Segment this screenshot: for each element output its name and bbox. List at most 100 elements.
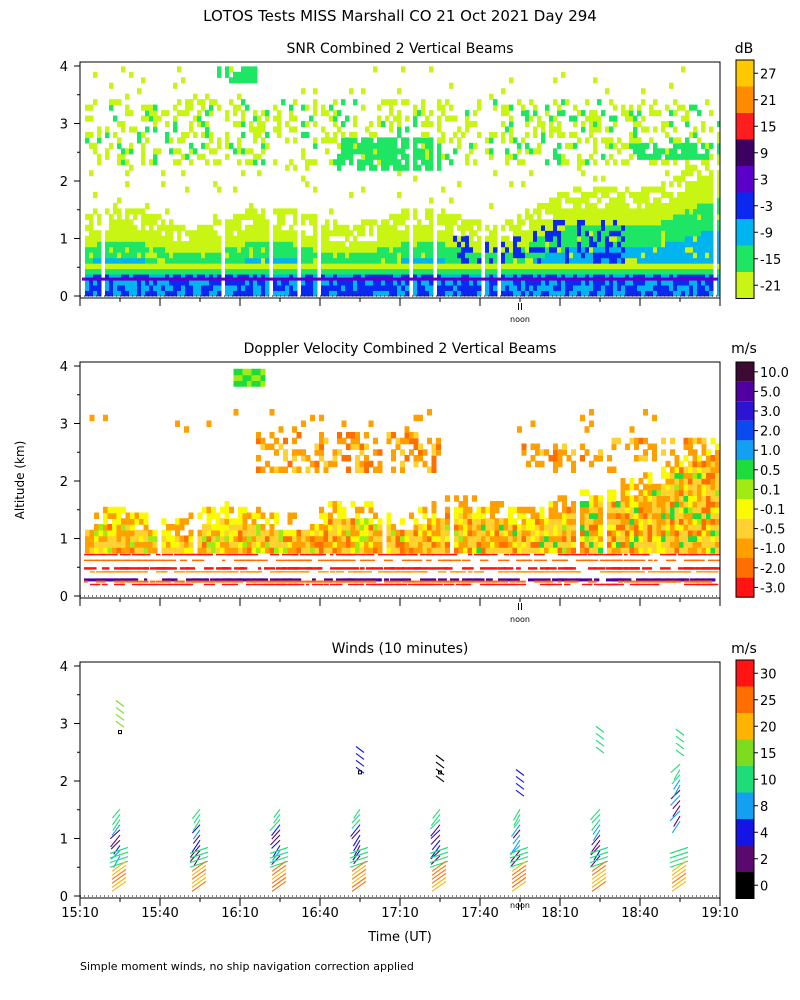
snr-cell xyxy=(189,126,194,133)
snr-cell xyxy=(373,284,378,291)
doppler-cell xyxy=(436,529,441,537)
doppler-cell xyxy=(526,547,531,554)
doppler-cell xyxy=(269,443,275,450)
doppler-cell xyxy=(611,512,617,519)
snr-cell xyxy=(357,252,362,259)
doppler-cell xyxy=(211,541,216,548)
snr-cell xyxy=(237,263,242,270)
doppler-cell xyxy=(562,506,567,514)
doppler-cell xyxy=(706,472,711,479)
snr-cell xyxy=(701,181,706,188)
snr-cell xyxy=(421,252,426,259)
doppler-cell xyxy=(364,529,369,537)
snr-cell xyxy=(629,284,634,291)
snr-cell xyxy=(193,235,198,242)
snr-cell xyxy=(545,273,550,281)
snr-cell xyxy=(441,257,446,264)
doppler-cell xyxy=(463,541,468,548)
snr-cell xyxy=(717,224,720,231)
snr-cell xyxy=(533,219,538,226)
snr-cell xyxy=(141,241,146,248)
snr-cell xyxy=(189,263,194,270)
doppler-cell xyxy=(204,580,216,583)
snr-cell xyxy=(709,170,714,177)
snr-cell xyxy=(693,142,698,149)
snr-cell xyxy=(253,241,258,248)
snr-cell xyxy=(509,241,514,248)
snr-cell xyxy=(449,273,454,281)
doppler-cell xyxy=(508,529,513,537)
doppler-cell xyxy=(427,524,432,531)
snr-cell xyxy=(405,159,410,166)
snr-cell xyxy=(249,120,254,128)
doppler-cell xyxy=(706,495,711,502)
doppler-cell xyxy=(634,512,639,519)
y-tick-label: 2 xyxy=(60,175,68,190)
snr-cell xyxy=(377,252,382,259)
snr-cell xyxy=(145,284,150,291)
snr-cell xyxy=(533,290,538,297)
snr-cell xyxy=(321,104,326,111)
snr-cell xyxy=(633,131,638,139)
snr-cell xyxy=(585,159,590,166)
snr-cell xyxy=(585,213,590,220)
doppler-cell xyxy=(444,567,448,570)
snr-cell xyxy=(165,279,170,286)
snr-cell xyxy=(141,219,146,226)
snr-cell xyxy=(261,219,266,226)
doppler-cell xyxy=(600,571,612,573)
snr-cell xyxy=(125,257,130,264)
snr-cell xyxy=(461,224,466,231)
doppler-cell xyxy=(517,547,522,554)
doppler-cell xyxy=(242,529,248,537)
doppler-cell xyxy=(490,535,495,542)
snr-cell xyxy=(577,290,582,297)
snr-cell xyxy=(553,213,558,220)
snr-cell xyxy=(293,252,298,259)
snr-cell xyxy=(205,273,210,281)
doppler-cell xyxy=(144,559,154,562)
snr-cell xyxy=(569,213,574,220)
snr-cell xyxy=(585,230,590,237)
doppler-cell xyxy=(422,506,428,514)
snr-cell xyxy=(545,290,550,297)
snr-cell xyxy=(617,290,622,297)
snr-cell xyxy=(213,273,218,281)
snr-cell xyxy=(341,224,346,231)
snr-cell xyxy=(629,252,634,259)
snr-cell xyxy=(649,137,654,144)
doppler-cell xyxy=(701,478,707,485)
snr-cell xyxy=(557,230,562,237)
snr-cell xyxy=(177,137,182,144)
doppler-cell xyxy=(504,578,511,582)
doppler-cell xyxy=(274,437,279,445)
snr-cell xyxy=(453,241,458,248)
doppler-cell xyxy=(647,512,653,519)
doppler-cell xyxy=(468,553,473,556)
snr-cell xyxy=(505,279,510,286)
snr-cell xyxy=(593,148,598,155)
snr-cell xyxy=(309,284,314,291)
doppler-cell xyxy=(148,541,153,548)
doppler-cell xyxy=(474,578,481,582)
snr-cell xyxy=(401,246,406,253)
doppler-cell xyxy=(674,524,680,531)
snr-cell xyxy=(421,290,426,297)
doppler-cell xyxy=(598,449,603,456)
doppler-cell xyxy=(708,553,720,556)
snr-cell xyxy=(381,263,386,270)
snr-cell xyxy=(241,273,246,281)
snr-cell xyxy=(521,273,526,281)
snr-cell xyxy=(217,66,222,73)
doppler-cell xyxy=(121,535,126,542)
snr-cell xyxy=(473,279,478,286)
snr-cell xyxy=(337,290,342,297)
doppler-cell xyxy=(634,524,639,531)
snr-cell xyxy=(545,224,550,231)
snr-cell xyxy=(597,279,602,286)
doppler-cell xyxy=(643,437,648,445)
doppler-cell xyxy=(355,518,360,525)
snr-cell xyxy=(313,219,318,226)
doppler-cell xyxy=(517,506,522,514)
snr-cell xyxy=(593,202,598,210)
